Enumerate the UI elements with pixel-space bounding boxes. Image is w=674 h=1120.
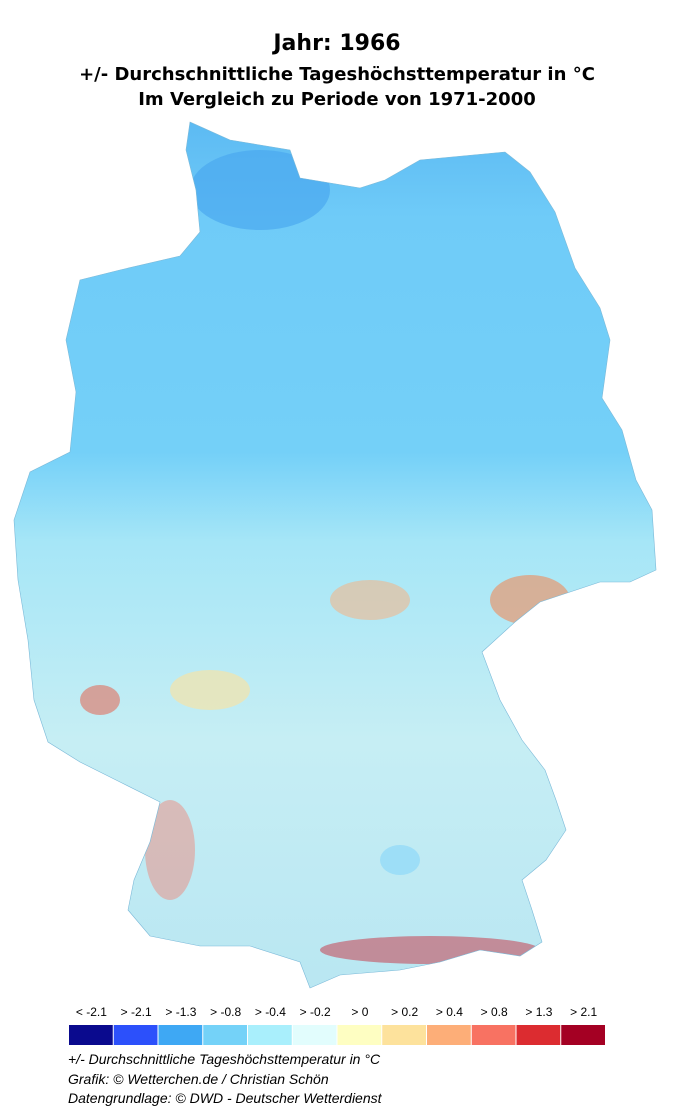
legend-swatch bbox=[248, 1025, 292, 1045]
legend-label: < -2.1 bbox=[76, 1005, 107, 1019]
legend-swatch bbox=[69, 1025, 113, 1045]
legend-label: > 2.1 bbox=[570, 1005, 597, 1019]
legend-swatch bbox=[337, 1025, 382, 1045]
legend-label: > -1.3 bbox=[165, 1005, 196, 1019]
legend-label: > -0.2 bbox=[300, 1005, 331, 1019]
legend-swatch bbox=[427, 1025, 471, 1045]
legend-label: > 0 bbox=[351, 1005, 368, 1019]
legend-swatch bbox=[203, 1025, 247, 1045]
legend-swatch bbox=[471, 1025, 516, 1045]
legend: < -2.1 > -2.1 > -1.3 > -0.8 > -0.4 > -0.2 > 0 >… bbox=[69, 1005, 605, 1045]
subtitle: Im Vergleich zu Periode von 1971-2000 bbox=[138, 89, 536, 110]
map-title: Jahr: 1966 bbox=[271, 31, 400, 56]
legend-swatch bbox=[113, 1025, 158, 1045]
legend-label: > -2.1 bbox=[121, 1005, 152, 1019]
legend-label: > -0.8 bbox=[210, 1005, 241, 1019]
footer-text: Grafik: © Wetterchen.de / Christian Schö… bbox=[68, 1071, 329, 1087]
legend-swatch bbox=[382, 1025, 426, 1045]
legend-label: > -0.4 bbox=[255, 1005, 286, 1019]
legend-swatch bbox=[158, 1025, 203, 1045]
legend-label: > 1.3 bbox=[525, 1005, 552, 1019]
legend-label: > 0.8 bbox=[481, 1005, 508, 1019]
legend-swatch bbox=[516, 1025, 561, 1045]
legend-label: > 0.4 bbox=[436, 1005, 463, 1019]
legend-label: > 0.2 bbox=[391, 1005, 418, 1019]
germany-map bbox=[14, 122, 656, 988]
legend-swatch bbox=[561, 1025, 605, 1045]
footer-text: +/- Durchschnittliche Tageshöchsttempera… bbox=[68, 1051, 381, 1067]
footer-text: Datengrundlage: © DWD - Deutscher Wetter… bbox=[68, 1090, 383, 1106]
legend-swatch bbox=[292, 1025, 337, 1045]
subtitle: +/- Durchschnittliche Tageshöchsttempera… bbox=[79, 64, 595, 85]
